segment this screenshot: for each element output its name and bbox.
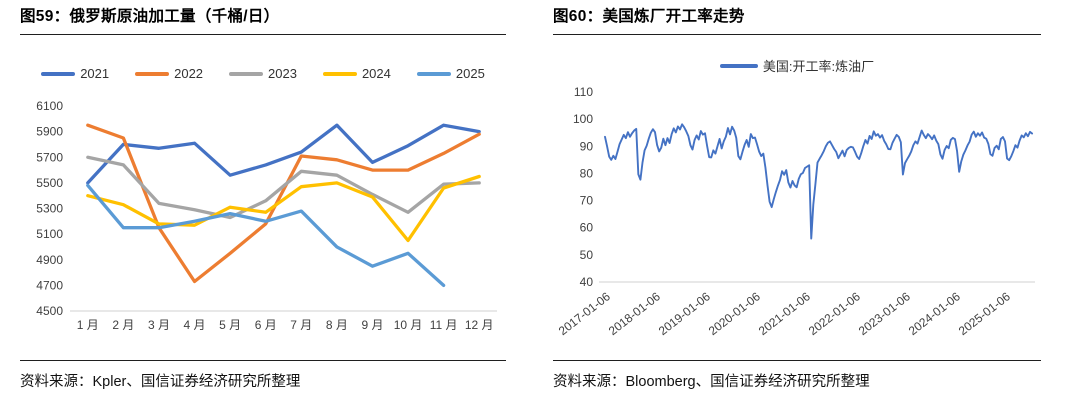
legend-swatch bbox=[322, 71, 357, 76]
us-refinery-utilization-chart: 1101009080706050402017-01-062018-01-0620… bbox=[556, 85, 1035, 338]
tick-label: 5500 bbox=[36, 176, 63, 190]
legend-label: 美国:开工率:炼油厂 bbox=[762, 59, 875, 74]
tick-label: 2018-01-06 bbox=[606, 289, 663, 338]
series-line-2025 bbox=[86, 183, 446, 288]
source-text-left: 资料来源：Kpler、国信证券经济研究所整理 bbox=[20, 374, 301, 390]
legend-item-2022: 2022 bbox=[135, 66, 203, 81]
legend-swatch bbox=[41, 71, 76, 76]
tick-label: 60 bbox=[580, 221, 594, 235]
legend-item-2025: 2025 bbox=[416, 66, 485, 81]
legend-item-2023: 2023 bbox=[229, 66, 297, 81]
tick-label: 2025-01-06 bbox=[956, 289, 1013, 338]
tick-label: 2 月 bbox=[112, 318, 134, 332]
tick-label: 2024-01-06 bbox=[906, 289, 963, 338]
tick-label: 50 bbox=[580, 248, 594, 262]
series-line-2024 bbox=[86, 174, 481, 243]
legend-label: 2024 bbox=[361, 66, 391, 81]
tick-label: 6 月 bbox=[255, 318, 277, 332]
tick-label: 100 bbox=[573, 112, 593, 126]
tick-label: 8 月 bbox=[326, 318, 348, 332]
source-block-right: 资料来源：Bloomberg、国信证券经济研究所整理 bbox=[553, 360, 1041, 391]
legend-right: 美国:开工率:炼油厂 bbox=[553, 56, 1041, 75]
tick-label: 4 月 bbox=[184, 318, 206, 332]
legend-label: 2023 bbox=[268, 66, 297, 81]
tick-label: 110 bbox=[574, 85, 593, 99]
tick-label: 5100 bbox=[36, 227, 63, 241]
figure-panel-russia: 图59：俄罗斯原油加工量（千桶/日） 2021 2022 2023 2024 2025 … bbox=[20, 0, 506, 405]
legend-label: 2025 bbox=[455, 66, 485, 81]
legend-swatch bbox=[135, 71, 170, 76]
legend-item-2024: 2024 bbox=[322, 66, 391, 81]
tick-label: 12 月 bbox=[465, 318, 494, 332]
tick-label: 4500 bbox=[36, 304, 63, 318]
tick-label: 2020-01-06 bbox=[706, 289, 763, 338]
tick-label: 4700 bbox=[36, 278, 63, 292]
series-line-us-utilization bbox=[604, 123, 1034, 240]
legend-label: 2022 bbox=[174, 66, 204, 81]
legend-left: 2021 2022 2023 2024 2025 bbox=[20, 66, 506, 81]
tick-label: 7 月 bbox=[290, 318, 312, 332]
tick-label: 2023-01-06 bbox=[856, 289, 913, 338]
tick-label: 6100 bbox=[36, 99, 63, 113]
tick-label: 5900 bbox=[36, 125, 63, 139]
tick-label: 70 bbox=[580, 194, 594, 208]
tick-label: 2017-01-06 bbox=[556, 289, 613, 338]
figure-title-right: 图60：美国炼厂开工率走势 bbox=[553, 4, 1041, 35]
legend-item-美国:开工率:炼油厂: 美国:开工率:炼油厂 bbox=[719, 56, 875, 75]
figure-title-left: 图59：俄罗斯原油加工量（千桶/日） bbox=[20, 4, 506, 35]
tick-label: 9 月 bbox=[361, 318, 383, 332]
series-line-2022 bbox=[86, 123, 481, 284]
tick-label: 10 月 bbox=[394, 318, 423, 332]
tick-label: 2019-01-06 bbox=[656, 289, 713, 338]
tick-label: 80 bbox=[580, 166, 594, 180]
tick-label: 2022-01-06 bbox=[806, 289, 863, 338]
tick-label: 40 bbox=[580, 275, 594, 289]
source-text-right: 资料来源：Bloomberg、国信证券经济研究所整理 bbox=[553, 374, 870, 390]
tick-label: 1 月 bbox=[77, 318, 99, 332]
tick-label: 5 月 bbox=[219, 318, 241, 332]
tick-label: 2021-01-06 bbox=[756, 289, 813, 338]
series-line-2021 bbox=[86, 123, 481, 185]
series-line-2023 bbox=[86, 155, 481, 220]
legend-label: 2021 bbox=[80, 66, 110, 81]
source-block-left: 资料来源：Kpler、国信证券经济研究所整理 bbox=[20, 360, 506, 391]
russia-crude-processing-chart: 6100 5900 5700 5500 5300 5100 4900 4700 4500 1 月 2… bbox=[36, 99, 497, 332]
legend-swatch bbox=[229, 71, 264, 76]
tick-label: 5700 bbox=[36, 150, 63, 164]
tick-label: 5300 bbox=[36, 202, 63, 216]
tick-label: 11 月 bbox=[430, 318, 458, 332]
legend-swatch bbox=[719, 63, 758, 68]
legend-swatch bbox=[416, 71, 451, 76]
legend-item-2021: 2021 bbox=[41, 66, 109, 81]
tick-label: 3 月 bbox=[148, 318, 170, 332]
tick-label: 4900 bbox=[36, 253, 63, 267]
tick-label: 90 bbox=[580, 139, 594, 153]
figure-panel-us-refinery: 图60：美国炼厂开工率走势 美国:开工率:炼油厂 110 100 90 80 70 60 5… bbox=[553, 0, 1041, 405]
